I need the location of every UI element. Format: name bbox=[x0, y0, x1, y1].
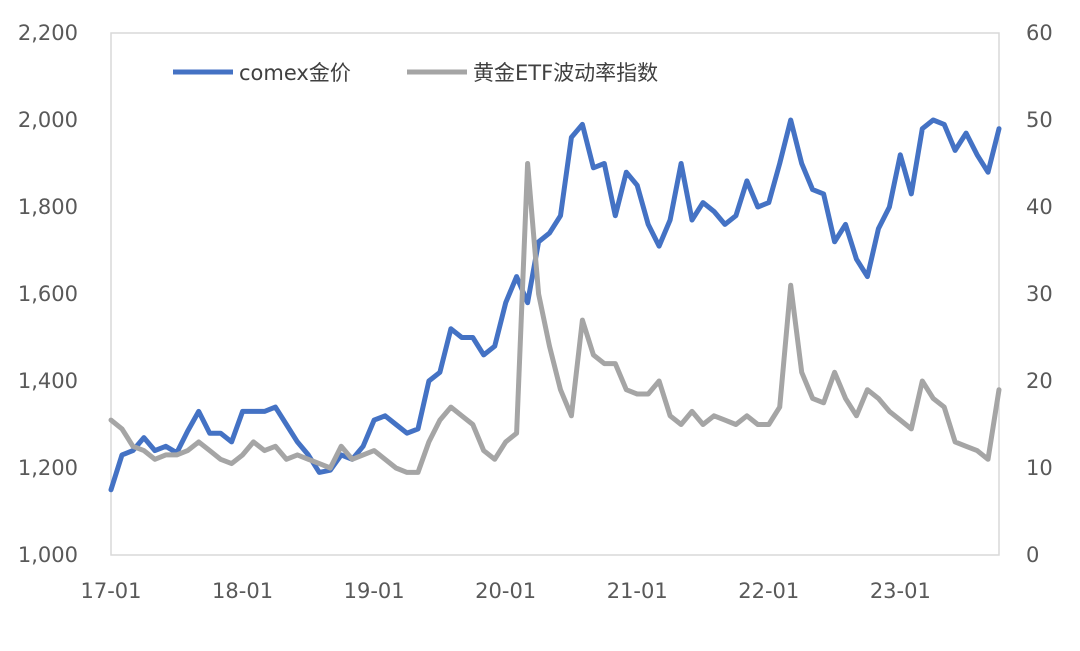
series-line-2 bbox=[108, 161, 1002, 475]
left-y-tick-label: 1,200 bbox=[18, 456, 78, 480]
left-y-tick-label: 1,600 bbox=[18, 282, 78, 306]
right-y-tick-label: 30 bbox=[1026, 282, 1053, 306]
right-y-tick-label: 20 bbox=[1026, 369, 1053, 393]
left-y-tick-label: 1,400 bbox=[18, 369, 78, 393]
right-y-tick-label: 0 bbox=[1026, 543, 1039, 567]
left-y-axis: 1,000 1,200 1,400 1,600 1,800 2,000 2,200 bbox=[18, 21, 78, 567]
plot-area-frame bbox=[110, 32, 1000, 556]
right-y-axis: 0 10 20 30 40 50 60 bbox=[1026, 21, 1053, 567]
x-tick-label: 19-01 bbox=[344, 579, 405, 603]
x-tick-label: 20-01 bbox=[475, 579, 536, 603]
left-y-tick-label: 2,000 bbox=[18, 108, 78, 132]
left-y-tick-label: 1,800 bbox=[18, 195, 78, 219]
x-tick-label: 23-01 bbox=[870, 579, 931, 603]
x-tick-label: 22-01 bbox=[738, 579, 799, 603]
legend-label-2: 黄金ETF波动率指数 bbox=[473, 61, 658, 85]
legend: comex金价 黄金ETF波动率指数 bbox=[173, 61, 658, 85]
x-axis: 17-01 18-01 19-01 20-01 21-01 22-01 23-01 bbox=[80, 579, 930, 603]
series-line-1 bbox=[108, 117, 1002, 493]
right-y-tick-label: 10 bbox=[1026, 456, 1053, 480]
right-y-tick-label: 40 bbox=[1026, 195, 1053, 219]
left-y-tick-label: 1,000 bbox=[18, 543, 78, 567]
x-tick-label: 18-01 bbox=[212, 579, 273, 603]
right-y-tick-label: 60 bbox=[1026, 21, 1053, 45]
right-y-tick-label: 50 bbox=[1026, 108, 1053, 132]
legend-label-1: comex金价 bbox=[239, 61, 351, 85]
x-tick-label: 17-01 bbox=[80, 579, 141, 603]
series-layer bbox=[108, 117, 1002, 493]
left-y-tick-label: 2,200 bbox=[18, 21, 78, 45]
x-tick-label: 21-01 bbox=[607, 579, 668, 603]
